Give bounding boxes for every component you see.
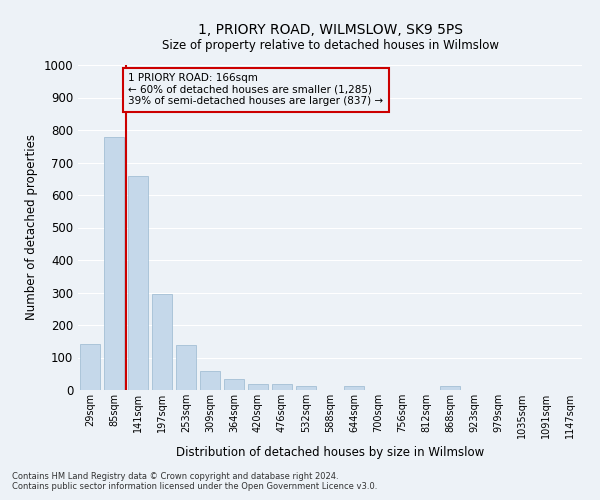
- Text: Size of property relative to detached houses in Wilmslow: Size of property relative to detached ho…: [161, 39, 499, 52]
- Bar: [272, 384, 292, 390]
- Y-axis label: Number of detached properties: Number of detached properties: [25, 134, 38, 320]
- Text: 1 PRIORY ROAD: 166sqm
← 60% of detached houses are smaller (1,285)
39% of semi-d: 1 PRIORY ROAD: 166sqm ← 60% of detached …: [128, 73, 383, 106]
- Bar: [104, 137, 124, 390]
- Bar: [200, 372, 220, 390]
- X-axis label: Distribution of detached houses by size in Wilmslow: Distribution of detached houses by size …: [176, 446, 484, 460]
- Bar: [128, 176, 148, 390]
- Bar: [440, 386, 460, 390]
- Text: Contains public sector information licensed under the Open Government Licence v3: Contains public sector information licen…: [12, 482, 377, 491]
- Bar: [80, 344, 100, 390]
- Text: Contains HM Land Registry data © Crown copyright and database right 2024.: Contains HM Land Registry data © Crown c…: [12, 472, 338, 481]
- Text: 1, PRIORY ROAD, WILMSLOW, SK9 5PS: 1, PRIORY ROAD, WILMSLOW, SK9 5PS: [197, 22, 463, 36]
- Bar: [248, 384, 268, 390]
- Bar: [296, 386, 316, 390]
- Bar: [344, 386, 364, 390]
- Bar: [224, 380, 244, 390]
- Bar: [152, 294, 172, 390]
- Bar: [176, 345, 196, 390]
